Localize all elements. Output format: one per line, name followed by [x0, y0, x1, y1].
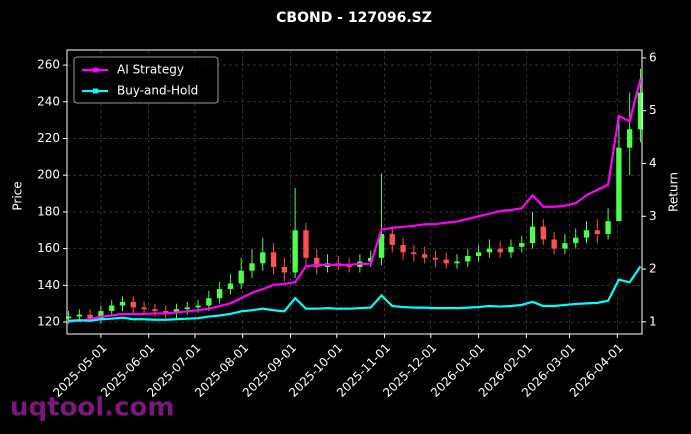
candle-body — [227, 283, 234, 290]
candle-body — [270, 252, 277, 267]
candle-body — [573, 237, 579, 244]
candle-body — [162, 311, 169, 313]
y-tick-label: 200 — [37, 168, 60, 182]
candle-body — [432, 257, 439, 260]
legend-marker — [93, 88, 98, 94]
candle-body — [389, 233, 395, 245]
watermark: uqtool.com — [10, 393, 174, 423]
chart-title: CBOND - 127096.SZ — [276, 10, 432, 26]
y-tick-label: 260 — [37, 58, 60, 72]
y-axis-label: Price — [11, 181, 25, 210]
candle-body — [98, 311, 104, 319]
candle-body — [497, 248, 503, 253]
series-line — [68, 265, 642, 322]
candle-body — [540, 226, 547, 240]
candle-body — [594, 230, 600, 234]
candle-body — [173, 309, 180, 313]
y2-axis-label: Return — [667, 172, 681, 212]
candle-body — [141, 307, 147, 310]
candle-body — [605, 221, 611, 234]
candle-body — [411, 252, 417, 255]
y-tick-label: 140 — [37, 278, 60, 292]
candle-body — [627, 129, 633, 148]
candle-body — [314, 257, 320, 267]
series-line — [68, 78, 642, 323]
legend-marker — [93, 67, 98, 73]
candle-body — [637, 92, 644, 130]
candle-body — [368, 257, 374, 262]
y2-tick-label: 1 — [649, 314, 657, 328]
candle-body — [616, 147, 622, 222]
candle-body — [508, 246, 514, 253]
y-tick-label: 180 — [37, 204, 60, 218]
candle-body — [486, 248, 493, 253]
candle-body — [65, 316, 72, 319]
y2-tick-label: 3 — [649, 209, 657, 223]
legend-label: Buy-and-Hold — [117, 84, 198, 98]
y-tick-label: 240 — [37, 94, 60, 108]
candle-body — [529, 226, 536, 244]
candle-body — [281, 266, 288, 273]
candle-body — [195, 305, 201, 308]
candle-body — [292, 230, 298, 273]
candle-body — [260, 252, 266, 264]
y-tick-label: 160 — [37, 241, 60, 255]
candle-body — [238, 270, 244, 284]
candle-body — [475, 252, 482, 256]
candle-body — [119, 301, 126, 306]
y-tick-label: 220 — [37, 131, 60, 145]
candle-body — [551, 239, 557, 249]
legend-box — [73, 56, 219, 104]
plot-frame — [66, 49, 643, 335]
legend-label: AI Strategy — [117, 63, 184, 77]
candle-body — [152, 309, 158, 312]
candle-body — [583, 230, 590, 238]
candle-body — [346, 265, 352, 267]
candle-body — [216, 289, 223, 299]
candle-body — [76, 314, 82, 317]
y2-tick-label: 4 — [649, 156, 657, 170]
candle-body — [400, 244, 406, 253]
candle-body — [443, 259, 449, 264]
candle-body — [454, 261, 460, 264]
candle-body — [109, 305, 115, 312]
candle-body — [130, 301, 136, 308]
candle-body — [249, 263, 255, 271]
candle-body — [87, 314, 93, 319]
candle-body — [378, 233, 385, 258]
y2-tick-label: 5 — [649, 103, 657, 117]
candle-body — [184, 307, 190, 310]
candle-body — [206, 298, 212, 306]
y2-tick-label: 2 — [649, 262, 657, 276]
candle-body — [303, 230, 309, 258]
candle-body — [519, 243, 525, 247]
candle-body — [562, 243, 568, 249]
y2-tick-label: 6 — [649, 50, 657, 64]
candle-body — [465, 255, 471, 262]
candle-body — [421, 254, 428, 258]
y-tick-label: 120 — [37, 315, 60, 329]
